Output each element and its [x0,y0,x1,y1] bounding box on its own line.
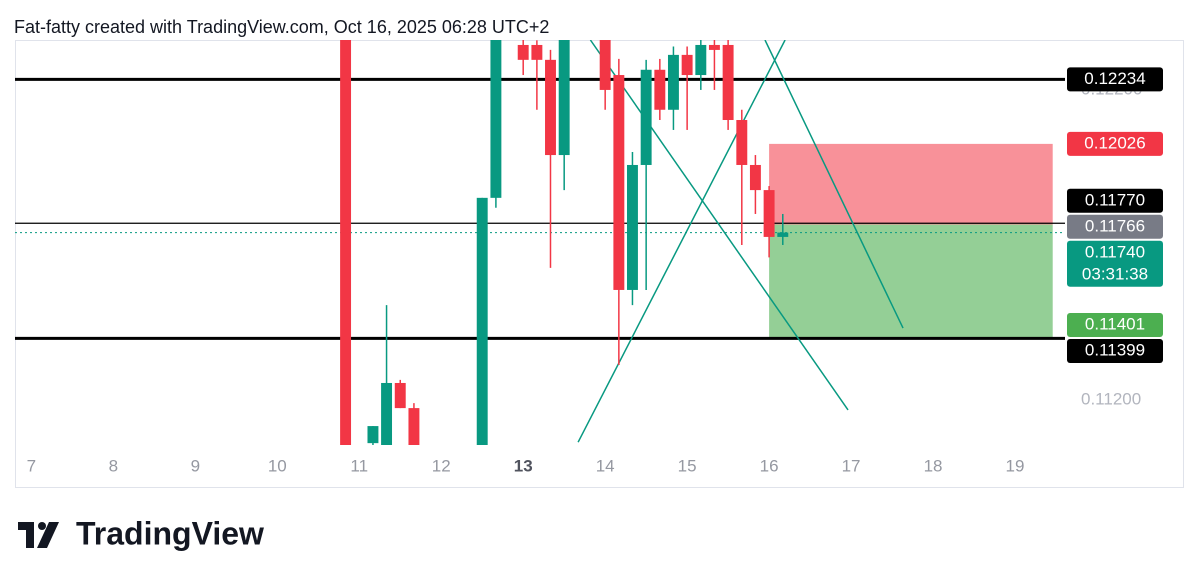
candle-body [722,44,734,121]
x-tick-label: 17 [842,456,861,475]
candle-body [599,40,611,90]
price-label: 0.11766 [1085,216,1145,235]
x-tick-label: 11 [350,456,368,475]
price-label: 0.11401 [1085,314,1145,333]
price-label-box [1067,313,1163,338]
price-label-box [1067,339,1163,364]
price-label-box [1067,188,1163,213]
x-tick-label: 12 [432,456,451,475]
x-tick-label: 10 [268,456,287,475]
trend-line [577,40,786,443]
price-label: 0.11770 [1085,190,1145,209]
price-label-box [1067,240,1163,287]
header: Fat-fatty created with TradingView.com, … [14,17,549,37]
candle-body [408,408,420,445]
x-tick-label: 13 [514,456,533,475]
candle-body [545,59,556,156]
price-label-box [1067,131,1163,156]
candle-body [640,69,652,165]
x-tick-label: 8 [109,456,118,475]
candle-body [681,54,693,76]
x-tick-label: 9 [191,456,200,475]
x-tick-label: 19 [1006,456,1025,475]
candle-body [763,190,775,237]
candle-body [394,382,406,409]
candle-body [654,69,666,110]
candle-body [367,426,379,444]
candle-body [749,164,761,191]
price-label-box [1067,67,1163,92]
candle-body [708,44,720,50]
candle-body [777,232,789,237]
target-zone [769,224,1053,338]
candle-body [695,44,707,76]
x-tick-label: 18 [924,456,943,475]
logo-text: TradingView [76,515,264,551]
x-tick-label: 15 [678,456,697,475]
logo-icon [18,522,59,548]
trend-line [589,40,849,411]
candle-body [667,54,679,110]
candle-body [340,40,352,445]
candle-body [517,44,529,60]
trend-line [764,40,904,329]
candle-body [736,120,748,165]
x-tick-label: 14 [596,456,615,475]
stop-zone [769,143,1053,225]
candle-body [613,75,625,290]
candle-body [490,40,502,198]
candle-body [476,197,488,445]
candle-body [626,164,638,290]
countdown: 03:31:38 [1082,264,1148,283]
plot [15,40,1065,445]
price-label: 0.12026 [1084,133,1145,152]
price-label-box [1067,214,1163,239]
candle-body [381,382,393,445]
price-label: 0.12234 [1084,69,1145,88]
x-tick-label: 7 [27,456,36,475]
price-label: 0.11740 [1085,242,1145,261]
candle-body [531,44,543,60]
y-tick-label: 0.11200 [1081,390,1141,409]
price-label: 0.11399 [1085,340,1145,359]
chart-frame [15,40,1184,488]
axes: 0.112000.116000.122007891011121314151617… [27,67,1163,475]
x-tick-label: 16 [760,456,779,475]
candle-body [558,40,570,156]
